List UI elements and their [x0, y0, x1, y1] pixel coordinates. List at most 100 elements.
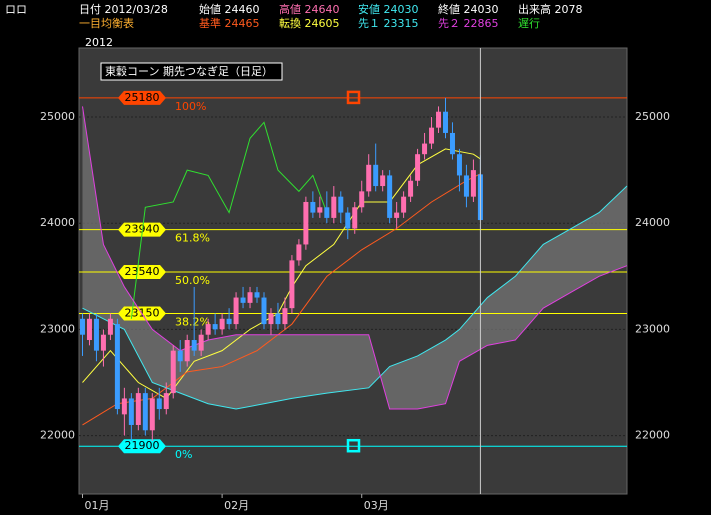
- candle-body: [345, 212, 351, 229]
- marker: [346, 438, 361, 453]
- level-value: 23940: [125, 223, 160, 236]
- level-label: 0%: [175, 448, 192, 461]
- close: 終値 24030: [438, 2, 499, 16]
- title-box: [100, 62, 283, 81]
- candle-body: [456, 154, 462, 176]
- y-tick-label: 24000: [635, 216, 670, 229]
- candle-body: [163, 393, 169, 410]
- level-label: 61.8%: [175, 232, 210, 245]
- level-value: 23540: [125, 265, 160, 278]
- candle-body: [470, 170, 476, 197]
- indicator-line: [130, 121, 328, 319]
- candle-body: [296, 244, 302, 261]
- level-tag: [118, 439, 166, 454]
- cloud: [82, 106, 627, 410]
- y-tick-label: 22000: [40, 429, 75, 442]
- candle-body: [373, 164, 379, 187]
- candle-body: [359, 191, 365, 208]
- menu[interactable]: ロロ: [5, 3, 27, 16]
- candle-body: [415, 154, 421, 181]
- candle-body: [254, 292, 260, 298]
- level-label: 38.2%: [175, 315, 210, 328]
- candle-body: [205, 324, 211, 335]
- senkou1: 先１ 23315: [358, 17, 419, 30]
- level-value: 25180: [125, 91, 160, 104]
- level-value: 21900: [125, 439, 160, 452]
- candle-body: [100, 334, 106, 351]
- chart-title: 東穀コーン 期先つなぎ足（日足）: [105, 64, 273, 78]
- indicator: 一目均衡表: [79, 16, 134, 30]
- x-tick-label: 02月: [224, 499, 249, 512]
- candle-body: [184, 340, 190, 362]
- candle-body: [240, 297, 246, 303]
- candle-body: [107, 318, 113, 335]
- candle-body: [121, 398, 127, 415]
- candle-body: [310, 201, 316, 213]
- year: 2012: [85, 36, 113, 49]
- tenkan: 転換 24605: [279, 17, 340, 30]
- candle-body: [282, 308, 288, 325]
- high: 高値 24640: [279, 2, 340, 16]
- candle-body: [226, 318, 232, 325]
- level-label: 50.0%: [175, 274, 210, 287]
- x-tick-label: 01月: [84, 499, 109, 512]
- candle-body: [352, 207, 358, 229]
- candle-body: [198, 334, 204, 351]
- candle-body: [177, 350, 183, 362]
- candle-body: [86, 318, 92, 341]
- candle-body: [156, 398, 162, 410]
- y-tick-label: 25000: [635, 110, 670, 123]
- candle-body: [219, 318, 225, 330]
- candle-body: [128, 398, 134, 425]
- y-tick-label: 24000: [40, 216, 75, 229]
- level-label: 100%: [175, 100, 206, 113]
- candle-body: [408, 180, 414, 197]
- level-tag: [118, 90, 166, 105]
- candle-body: [191, 340, 197, 351]
- candle-body: [331, 196, 337, 218]
- level-tag: [118, 222, 166, 237]
- volume: 出来高 2078: [518, 2, 583, 16]
- candle-body: [212, 324, 218, 330]
- candle-body: [289, 260, 295, 309]
- y-tick-label: 23000: [40, 322, 75, 335]
- candle-body: [233, 297, 239, 325]
- open: 始値 24460: [199, 2, 260, 16]
- candle-body: [338, 196, 344, 213]
- indicator-line: [82, 185, 628, 410]
- y-tick-label: 23000: [635, 322, 670, 335]
- candle-body: [324, 207, 330, 218]
- chikou: 遅行: [518, 17, 540, 30]
- candle-body: [449, 132, 455, 155]
- candle-body: [149, 398, 155, 431]
- candle-body: [422, 143, 428, 155]
- candle-body: [275, 313, 281, 325]
- candle-body: [142, 393, 148, 431]
- level-tag: [118, 265, 166, 280]
- candle-body: [135, 393, 141, 425]
- candle-body: [463, 175, 469, 197]
- candle-body: [79, 318, 85, 335]
- candle-body: [93, 318, 99, 351]
- candle-body: [247, 292, 253, 303]
- candle-body: [380, 175, 386, 187]
- y-tick-label: 22000: [635, 429, 670, 442]
- candle-body: [429, 127, 435, 144]
- x-tick-label: 03月: [364, 499, 389, 512]
- date: 日付 2012/03/28: [79, 3, 168, 16]
- candle-body: [170, 350, 176, 394]
- candle-body: [317, 207, 323, 213]
- candle-body: [436, 111, 442, 128]
- kijun: 基準 24465: [199, 16, 260, 30]
- candle-body: [387, 175, 393, 218]
- low: 安値 24030: [358, 2, 419, 16]
- candle-body: [401, 196, 407, 213]
- y-tick-label: 25000: [40, 110, 75, 123]
- candle-body: [268, 313, 274, 325]
- indicator-line: [81, 106, 628, 410]
- marker: [346, 90, 361, 105]
- candle-body: [303, 201, 309, 245]
- candle-body: [261, 297, 267, 325]
- senkou2: 先２ 22865: [438, 17, 499, 30]
